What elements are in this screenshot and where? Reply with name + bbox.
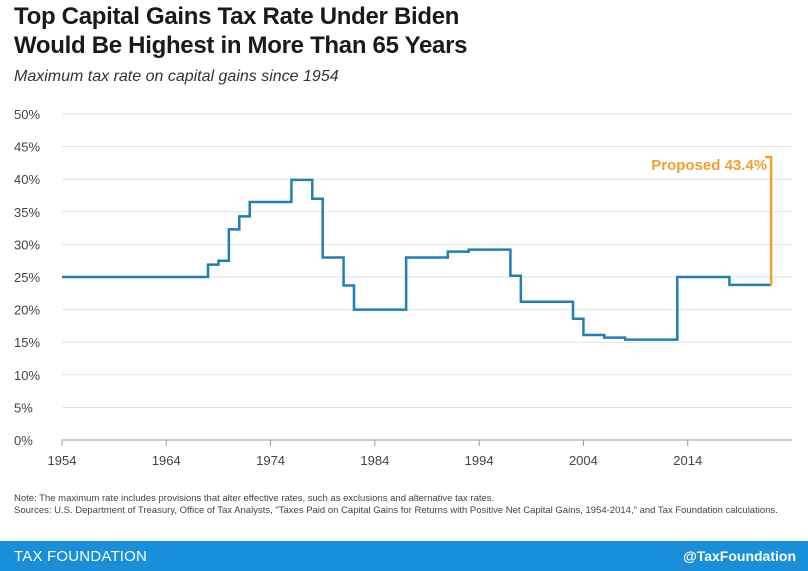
chart-title-line-1: Top Capital Gains Tax Rate Under Biden bbox=[14, 3, 460, 30]
note-text: Note: The maximum rate includes provisio… bbox=[14, 493, 495, 504]
chart-subtitle: Maximum tax rate on capital gains since … bbox=[14, 68, 339, 85]
y-tick-label-0: 0% bbox=[14, 433, 33, 448]
y-tick-label-45: 45% bbox=[14, 140, 40, 155]
y-tick-label-15: 15% bbox=[14, 335, 40, 350]
y-tick-label-50: 50% bbox=[14, 107, 40, 122]
x-tick-label-1984: 1984 bbox=[360, 453, 389, 468]
x-tick-label-1954: 1954 bbox=[48, 453, 77, 468]
x-tick-label-1964: 1964 bbox=[152, 453, 181, 468]
x-tick-label-1994: 1994 bbox=[465, 453, 494, 468]
y-tick-label-5: 5% bbox=[14, 400, 33, 415]
chart-title-line-2: Would Be Highest in More Than 65 Years bbox=[14, 32, 468, 59]
sources-text: Sources: U.S. Department of Treasury, Of… bbox=[14, 504, 778, 516]
y-tick-label-20: 20% bbox=[14, 303, 40, 318]
x-tick-label-2014: 2014 bbox=[673, 453, 702, 468]
footer-bar: TAX FOUNDATION @TaxFoundation bbox=[0, 541, 808, 571]
x-tick-label-1974: 1974 bbox=[256, 453, 285, 468]
y-tick-label-35: 35% bbox=[14, 205, 40, 220]
step-line-chart: 0% 5% 10% 15% 20% 25% 30% 35% 40% 45% 50% 1954 1964 1… bbox=[14, 107, 792, 468]
footer-twitter-handle[interactable]: @TaxFoundation bbox=[683, 548, 796, 564]
proposed-line bbox=[765, 155, 773, 285]
y-tick-label-25: 25% bbox=[14, 270, 40, 285]
chart-notes: Note: The maximum rate includes provisio… bbox=[14, 493, 794, 516]
proposed-label: Proposed 43.4% bbox=[651, 157, 767, 174]
series-line-0 bbox=[62, 178, 772, 341]
y-tick-label-10: 10% bbox=[14, 368, 40, 383]
y-tick-label-40: 40% bbox=[14, 172, 40, 187]
x-tick-label-2004: 2004 bbox=[569, 453, 598, 468]
chart-title: Top Capital Gains Tax Rate Under Biden W… bbox=[14, 2, 614, 60]
footer-brand[interactable]: TAX FOUNDATION bbox=[14, 548, 148, 565]
y-tick-label-30: 30% bbox=[14, 237, 40, 252]
